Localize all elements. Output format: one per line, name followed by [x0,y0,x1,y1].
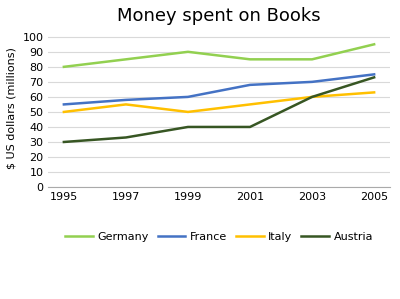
France [310,80,314,84]
Germany [62,65,66,69]
Germany [310,57,314,61]
Austria [248,125,252,129]
Austria [372,76,376,79]
Germany [186,50,190,54]
France [124,98,128,102]
Line: Italy: Italy [64,92,374,112]
Germany [372,42,376,46]
Italy [372,91,376,94]
Italy [124,103,128,106]
Italy [248,103,252,106]
Italy [186,110,190,114]
Austria [124,136,128,139]
Italy [62,110,66,114]
Italy [310,95,314,99]
Legend: Germany, France, Italy, Austria: Germany, France, Italy, Austria [60,227,378,246]
Austria [62,140,66,144]
Title: Money spent on Books: Money spent on Books [117,7,321,25]
France [62,103,66,106]
Line: Austria: Austria [64,77,374,142]
France [372,73,376,76]
Y-axis label: $ US dollars (millions): $ US dollars (millions) [7,47,17,169]
Austria [310,95,314,99]
Austria [186,125,190,129]
France [186,95,190,99]
Germany [248,57,252,61]
Line: Germany: Germany [64,44,374,67]
France [248,83,252,87]
Germany [124,57,128,61]
Line: France: France [64,74,374,104]
